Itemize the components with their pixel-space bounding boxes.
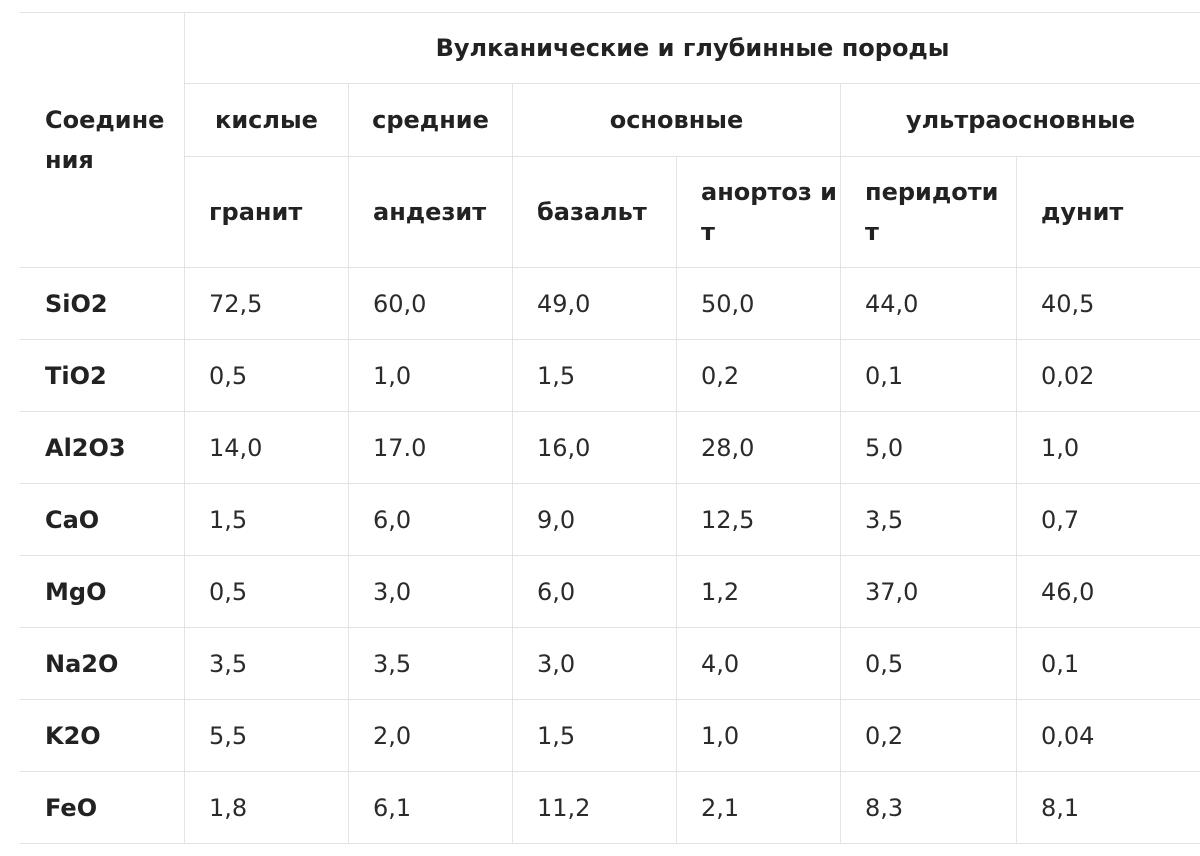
value-cell: 3,0 [348, 555, 513, 628]
value-cell: 0,5 [840, 627, 1017, 700]
value-cell: 40,5 [1015, 267, 1200, 340]
value-cell: 8,1 [1015, 771, 1200, 844]
compound-cell: Na2O [20, 627, 185, 700]
group-title-cell: Вулканические и глубинные породы [183, 12, 1200, 84]
compound-cell: Al2O3 [20, 411, 185, 484]
header-row-group: Соедине ния Вулканические и глубинные по… [20, 12, 1200, 268]
rock-header: андезит [348, 156, 513, 268]
compound-cell: FeO [20, 771, 185, 844]
compound-cell: K2O [20, 699, 185, 772]
value-cell: 0,7 [1015, 483, 1200, 556]
value-cell: 5,5 [184, 699, 349, 772]
rock-header-label: андезит [373, 198, 487, 226]
corner-label: Соедине ния [45, 106, 165, 174]
compound-cell: SiO2 [20, 267, 185, 340]
value-cell: 3,5 [348, 627, 513, 700]
table-row: Na2O 3,5 3,5 3,0 4,0 0,5 0,1 [20, 627, 1200, 700]
value-cell: 6,0 [512, 555, 677, 628]
value-cell: 12,5 [676, 483, 841, 556]
table-row: SiO2 72,5 60,0 49,0 50,0 44,0 40,5 [20, 267, 1200, 340]
value-cell: 3,0 [512, 627, 677, 700]
rock-composition-table: Соедине ния Вулканические и глубинные по… [20, 12, 1200, 844]
value-cell: 1,0 [1015, 411, 1200, 484]
value-cell: 6,0 [348, 483, 513, 556]
value-cell: 6,1 [348, 771, 513, 844]
rock-header: перидоти т [840, 156, 1017, 268]
header-row-rocks: гранит андезит базальт анортоз ит перидо… [21, 156, 1200, 268]
value-cell: 8,3 [840, 771, 1017, 844]
value-cell: 14,0 [184, 411, 349, 484]
rock-header: дунит [1015, 156, 1200, 268]
value-cell: 0,2 [676, 339, 841, 412]
value-cell: 1,5 [184, 483, 349, 556]
value-cell: 2,1 [676, 771, 841, 844]
rock-header-label: гранит [209, 198, 303, 226]
compound-cell: MgO [20, 555, 185, 628]
rock-header-label: базальт [537, 198, 647, 226]
table-row: CaO 1,5 6,0 9,0 12,5 3,5 0,7 [20, 483, 1200, 556]
table-row: MgO 0,5 3,0 6,0 1,2 37,0 46,0 [20, 555, 1200, 628]
value-cell: 0,02 [1015, 339, 1200, 412]
category-header: средние [348, 83, 513, 157]
rock-header-label: дунит [1041, 198, 1124, 226]
value-cell: 3,5 [184, 627, 349, 700]
value-cell: 1,5 [512, 699, 677, 772]
value-cell: 0,5 [184, 555, 349, 628]
value-cell: 0,5 [184, 339, 349, 412]
value-cell: 5,0 [840, 411, 1017, 484]
value-cell: 1,5 [512, 339, 677, 412]
value-cell: 50,0 [676, 267, 841, 340]
value-cell: 0,1 [1015, 627, 1200, 700]
value-cell: 4,0 [676, 627, 841, 700]
table-row: FeO 1,8 6,1 11,2 2,1 8,3 8,1 [20, 771, 1200, 844]
group-title: Вулканические и глубинные породы [435, 34, 950, 62]
table-row: K2O 5,5 2,0 1,5 1,0 0,2 0,04 [20, 699, 1200, 772]
value-cell: 1,2 [676, 555, 841, 628]
value-cell: 28,0 [676, 411, 841, 484]
header-row-categories: кислые средние основные ультраосновные [21, 83, 1200, 157]
category-header: кислые [184, 83, 349, 157]
corner-header-cell: Соедине ния [20, 12, 185, 268]
rock-header-label: перидоти т [865, 178, 999, 246]
value-cell: 1,0 [348, 339, 513, 412]
value-cell: 0,04 [1015, 699, 1200, 772]
value-cell: 1,0 [676, 699, 841, 772]
compound-cell: TiO2 [20, 339, 185, 412]
rock-header-label: анортоз ит [701, 178, 837, 246]
value-cell: 37,0 [840, 555, 1017, 628]
value-cell: 72,5 [184, 267, 349, 340]
value-cell: 0,1 [840, 339, 1017, 412]
value-cell: 9,0 [512, 483, 677, 556]
rock-header: гранит [184, 156, 349, 268]
category-header: основные [512, 83, 841, 157]
value-cell: 0,2 [840, 699, 1017, 772]
value-cell: 16,0 [512, 411, 677, 484]
value-cell: 17.0 [348, 411, 513, 484]
value-cell: 3,5 [840, 483, 1017, 556]
value-cell: 44,0 [840, 267, 1017, 340]
value-cell: 2,0 [348, 699, 513, 772]
value-cell: 60,0 [348, 267, 513, 340]
rock-header: анортоз ит [676, 156, 841, 268]
category-header: ультраосновные [839, 83, 1200, 157]
value-cell: 11,2 [512, 771, 677, 844]
table-row: TiO2 0,5 1,0 1,5 0,2 0,1 0,02 [20, 339, 1200, 412]
rock-header: базальт [512, 156, 677, 268]
table-row: Al2O3 14,0 17.0 16,0 28,0 5,0 1,0 [20, 411, 1200, 484]
value-cell: 46,0 [1015, 555, 1200, 628]
value-cell: 49,0 [512, 267, 677, 340]
compound-cell: CaO [20, 483, 185, 556]
value-cell: 1,8 [184, 771, 349, 844]
